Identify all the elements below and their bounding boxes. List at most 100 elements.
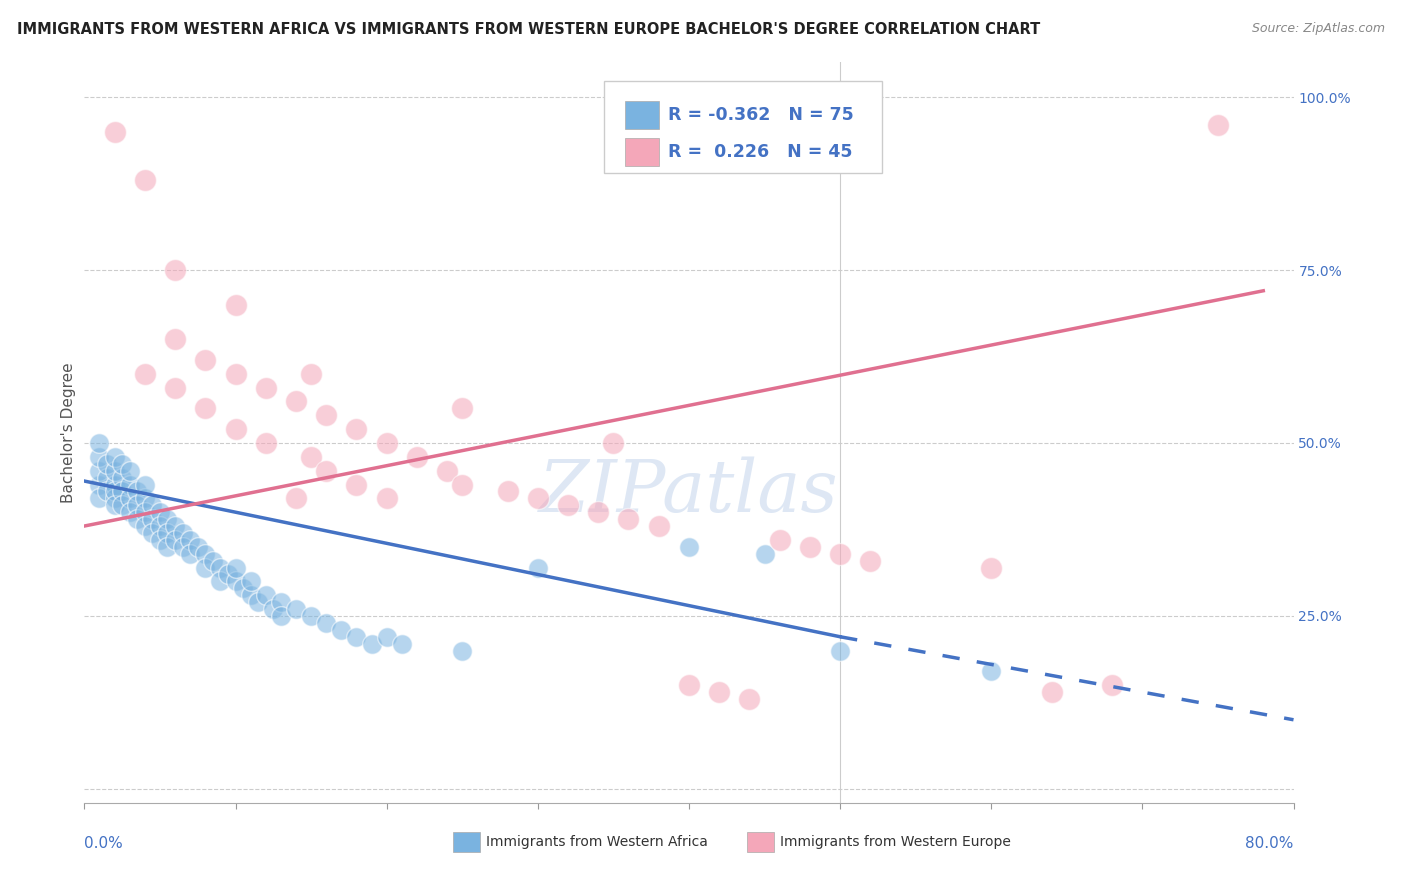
Point <box>285 491 308 506</box>
Text: Source: ZipAtlas.com: Source: ZipAtlas.com <box>1251 22 1385 36</box>
Point <box>156 512 179 526</box>
Point <box>111 470 134 484</box>
Point <box>451 477 474 491</box>
Point <box>436 464 458 478</box>
Point <box>134 173 156 187</box>
Point <box>187 540 209 554</box>
Point <box>270 595 292 609</box>
Point <box>149 533 172 547</box>
Point <box>375 491 398 506</box>
Point <box>156 525 179 540</box>
Point <box>225 297 247 311</box>
Point <box>375 630 398 644</box>
Point <box>1206 118 1229 132</box>
Point <box>346 477 368 491</box>
Point <box>330 623 353 637</box>
Point <box>496 484 519 499</box>
Point <box>217 567 239 582</box>
Point <box>225 422 247 436</box>
Point <box>239 574 262 589</box>
Point <box>89 464 111 478</box>
Point <box>225 560 247 574</box>
Point <box>270 609 292 624</box>
Point <box>209 560 232 574</box>
Point <box>980 665 1002 679</box>
Point <box>451 401 474 416</box>
Point <box>194 353 217 368</box>
Point <box>254 436 277 450</box>
Point <box>527 560 550 574</box>
Point <box>89 491 111 506</box>
Point <box>194 547 217 561</box>
Point <box>89 436 111 450</box>
Point <box>104 464 127 478</box>
Point <box>346 630 368 644</box>
Point <box>830 547 852 561</box>
Point <box>1101 678 1123 692</box>
Point <box>134 477 156 491</box>
Point <box>165 263 187 277</box>
Point <box>678 678 700 692</box>
Point <box>134 367 156 381</box>
Point <box>149 519 172 533</box>
Point <box>451 643 474 657</box>
Point <box>111 457 134 471</box>
Text: R =  0.226   N = 45: R = 0.226 N = 45 <box>668 143 853 161</box>
Point <box>165 381 187 395</box>
Point <box>104 484 127 499</box>
Text: IMMIGRANTS FROM WESTERN AFRICA VS IMMIGRANTS FROM WESTERN EUROPE BACHELOR'S DEGR: IMMIGRANTS FROM WESTERN AFRICA VS IMMIGR… <box>17 22 1040 37</box>
Point <box>346 422 368 436</box>
Text: Immigrants from Western Europe: Immigrants from Western Europe <box>780 835 1011 849</box>
Y-axis label: Bachelor's Degree: Bachelor's Degree <box>60 362 76 503</box>
Point <box>360 637 382 651</box>
Point <box>104 491 127 506</box>
Point <box>980 560 1002 574</box>
Point <box>209 574 232 589</box>
Point <box>141 512 163 526</box>
Point <box>315 615 337 630</box>
Point <box>134 519 156 533</box>
Point <box>111 484 134 499</box>
Point <box>194 401 217 416</box>
Point <box>165 533 187 547</box>
Point <box>127 512 149 526</box>
Point <box>96 457 118 471</box>
Point <box>149 505 172 519</box>
Point <box>247 595 270 609</box>
Point <box>104 125 127 139</box>
Point <box>754 547 776 561</box>
Point <box>588 505 610 519</box>
Point <box>315 409 337 423</box>
Point <box>118 505 141 519</box>
Point <box>165 519 187 533</box>
Text: 0.0%: 0.0% <box>84 836 124 851</box>
Point <box>141 498 163 512</box>
Point <box>859 554 882 568</box>
Point <box>165 332 187 346</box>
Point <box>299 609 322 624</box>
Point <box>1040 685 1063 699</box>
Point <box>254 381 277 395</box>
Point <box>527 491 550 506</box>
Point <box>239 588 262 602</box>
Point <box>179 547 201 561</box>
Text: 80.0%: 80.0% <box>1246 836 1294 851</box>
FancyBboxPatch shape <box>624 101 659 129</box>
Point <box>225 367 247 381</box>
Point <box>179 533 201 547</box>
FancyBboxPatch shape <box>747 831 773 853</box>
Point <box>738 692 761 706</box>
Point <box>232 582 254 596</box>
Point <box>111 498 134 512</box>
Point <box>118 477 141 491</box>
Point <box>127 498 149 512</box>
FancyBboxPatch shape <box>624 137 659 166</box>
Point <box>104 450 127 464</box>
Point <box>830 643 852 657</box>
Point <box>299 367 322 381</box>
Point <box>104 477 127 491</box>
Point <box>406 450 429 464</box>
Point <box>254 588 277 602</box>
Point <box>96 484 118 499</box>
Point <box>391 637 413 651</box>
